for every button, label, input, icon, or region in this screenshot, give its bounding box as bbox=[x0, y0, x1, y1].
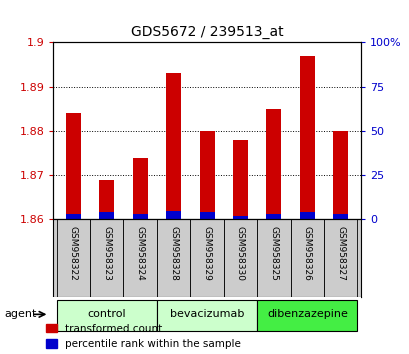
Text: GSM958322: GSM958322 bbox=[69, 226, 78, 280]
Text: agent: agent bbox=[4, 309, 36, 319]
Bar bbox=[66, 214, 81, 219]
Text: GSM958325: GSM958325 bbox=[269, 226, 278, 281]
Bar bbox=[232, 216, 247, 219]
Bar bbox=[157, 300, 256, 331]
Text: bevacizumab: bevacizumab bbox=[169, 309, 244, 319]
Bar bbox=[256, 219, 290, 297]
Bar bbox=[166, 73, 181, 219]
Bar bbox=[133, 214, 147, 219]
Text: dibenzazepine: dibenzazepine bbox=[266, 309, 347, 319]
Bar bbox=[299, 212, 314, 219]
Bar bbox=[133, 158, 147, 219]
Bar bbox=[190, 219, 223, 297]
Text: control: control bbox=[87, 309, 126, 319]
Text: GSM958324: GSM958324 bbox=[135, 226, 144, 280]
Bar bbox=[256, 300, 357, 331]
Bar bbox=[199, 212, 214, 219]
Text: GSM958327: GSM958327 bbox=[335, 226, 344, 281]
Bar bbox=[123, 219, 157, 297]
Bar bbox=[333, 214, 347, 219]
Bar bbox=[56, 300, 157, 331]
Text: GSM958326: GSM958326 bbox=[302, 226, 311, 281]
Bar bbox=[266, 109, 281, 219]
Bar bbox=[266, 214, 281, 219]
Bar bbox=[223, 219, 256, 297]
Bar bbox=[199, 131, 214, 219]
Bar bbox=[166, 211, 181, 219]
Text: GSM958330: GSM958330 bbox=[236, 226, 244, 281]
Text: GSM958329: GSM958329 bbox=[202, 226, 211, 281]
Text: GSM958323: GSM958323 bbox=[102, 226, 111, 281]
Title: GDS5672 / 239513_at: GDS5672 / 239513_at bbox=[130, 25, 283, 39]
Bar bbox=[99, 179, 114, 219]
Bar bbox=[232, 140, 247, 219]
Text: GSM958328: GSM958328 bbox=[169, 226, 178, 281]
Bar bbox=[323, 219, 357, 297]
Bar bbox=[56, 219, 90, 297]
Bar bbox=[99, 212, 114, 219]
Bar bbox=[299, 56, 314, 219]
Bar bbox=[333, 131, 347, 219]
Bar bbox=[66, 113, 81, 219]
Legend: transformed count, percentile rank within the sample: transformed count, percentile rank withi… bbox=[46, 324, 240, 349]
Bar bbox=[290, 219, 323, 297]
Bar bbox=[157, 219, 190, 297]
Bar bbox=[90, 219, 123, 297]
